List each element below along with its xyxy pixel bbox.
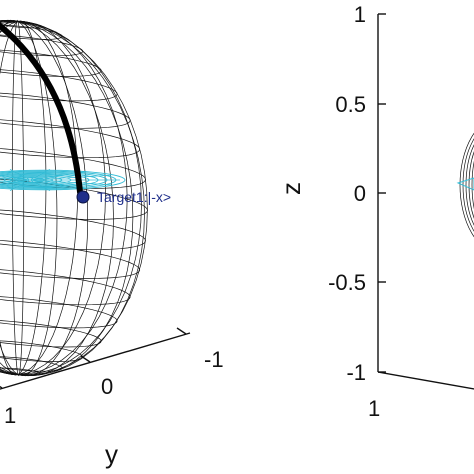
x-axis-line — [377, 371, 474, 390]
wireframe-parallel — [0, 296, 118, 329]
z-tick-label: 0 — [354, 181, 366, 206]
disk-spoke — [0, 179, 31, 183]
mini-sphere-ring — [471, 160, 474, 210]
disk-spoke — [0, 179, 31, 185]
trajectory-arc — [0, 22, 83, 195]
y-tick-label: -1 — [204, 347, 224, 372]
wireframe-parallel — [0, 240, 141, 279]
wireframe-meridian — [17, 21, 106, 375]
y-axis-tick — [0, 385, 3, 389]
y-axis-line — [0, 332, 191, 390]
target-point-label: Target1:|-x> — [97, 189, 171, 205]
y-axis-tick — [80, 355, 91, 363]
wireframe-meridian — [17, 21, 142, 375]
disk-spoke — [29, 168, 51, 181]
z-tick-label: -0.5 — [328, 270, 366, 295]
wireframe-meridian — [17, 21, 128, 375]
target-point — [76, 190, 90, 204]
disk-spoke — [29, 174, 112, 181]
wireframe-meridian — [17, 21, 145, 376]
disk-spoke — [9, 179, 31, 192]
wireframe-meridian — [17, 21, 134, 376]
z-tick-label: -1 — [346, 360, 366, 385]
disk-spoke — [0, 175, 31, 181]
y-axis-tick — [176, 327, 187, 335]
disk-spoke — [9, 168, 31, 181]
wireframe-meridian — [17, 21, 114, 377]
mini-sphere-wireframe — [456, 132, 474, 238]
wireframe-meridian — [0, 21, 19, 376]
disk-ring — [0, 169, 126, 191]
y-axis-title: y — [105, 439, 118, 469]
y-tick-label: 1 — [4, 403, 16, 428]
disk-spoke — [29, 179, 112, 186]
left-bloch-sphere-plot: Target1:|-x> -1 0 1 y — [0, 19, 224, 469]
mini-sphere-ring — [459, 132, 474, 238]
equatorial-disk — [0, 168, 126, 192]
mini-sphere-ring — [465, 144, 474, 226]
z-axis-title: z — [276, 182, 306, 195]
mini-disk — [456, 177, 474, 191]
wireframe-meridian — [17, 21, 25, 377]
z-tick-label: 1 — [354, 2, 366, 27]
y-tick-label: 0 — [101, 374, 113, 399]
wireframe-meridian — [17, 21, 88, 377]
disk-spoke — [0, 177, 31, 181]
wireframe-parallel — [0, 49, 102, 77]
z-tick-label: 0.5 — [335, 92, 366, 117]
x-tick-label: 1 — [368, 396, 380, 421]
disk-spoke — [29, 179, 51, 192]
right-bloch-sphere-plot: 1 0.5 0 -0.5 -1 z 1 — [276, 2, 474, 421]
mini-sphere-ring — [468, 151, 474, 219]
